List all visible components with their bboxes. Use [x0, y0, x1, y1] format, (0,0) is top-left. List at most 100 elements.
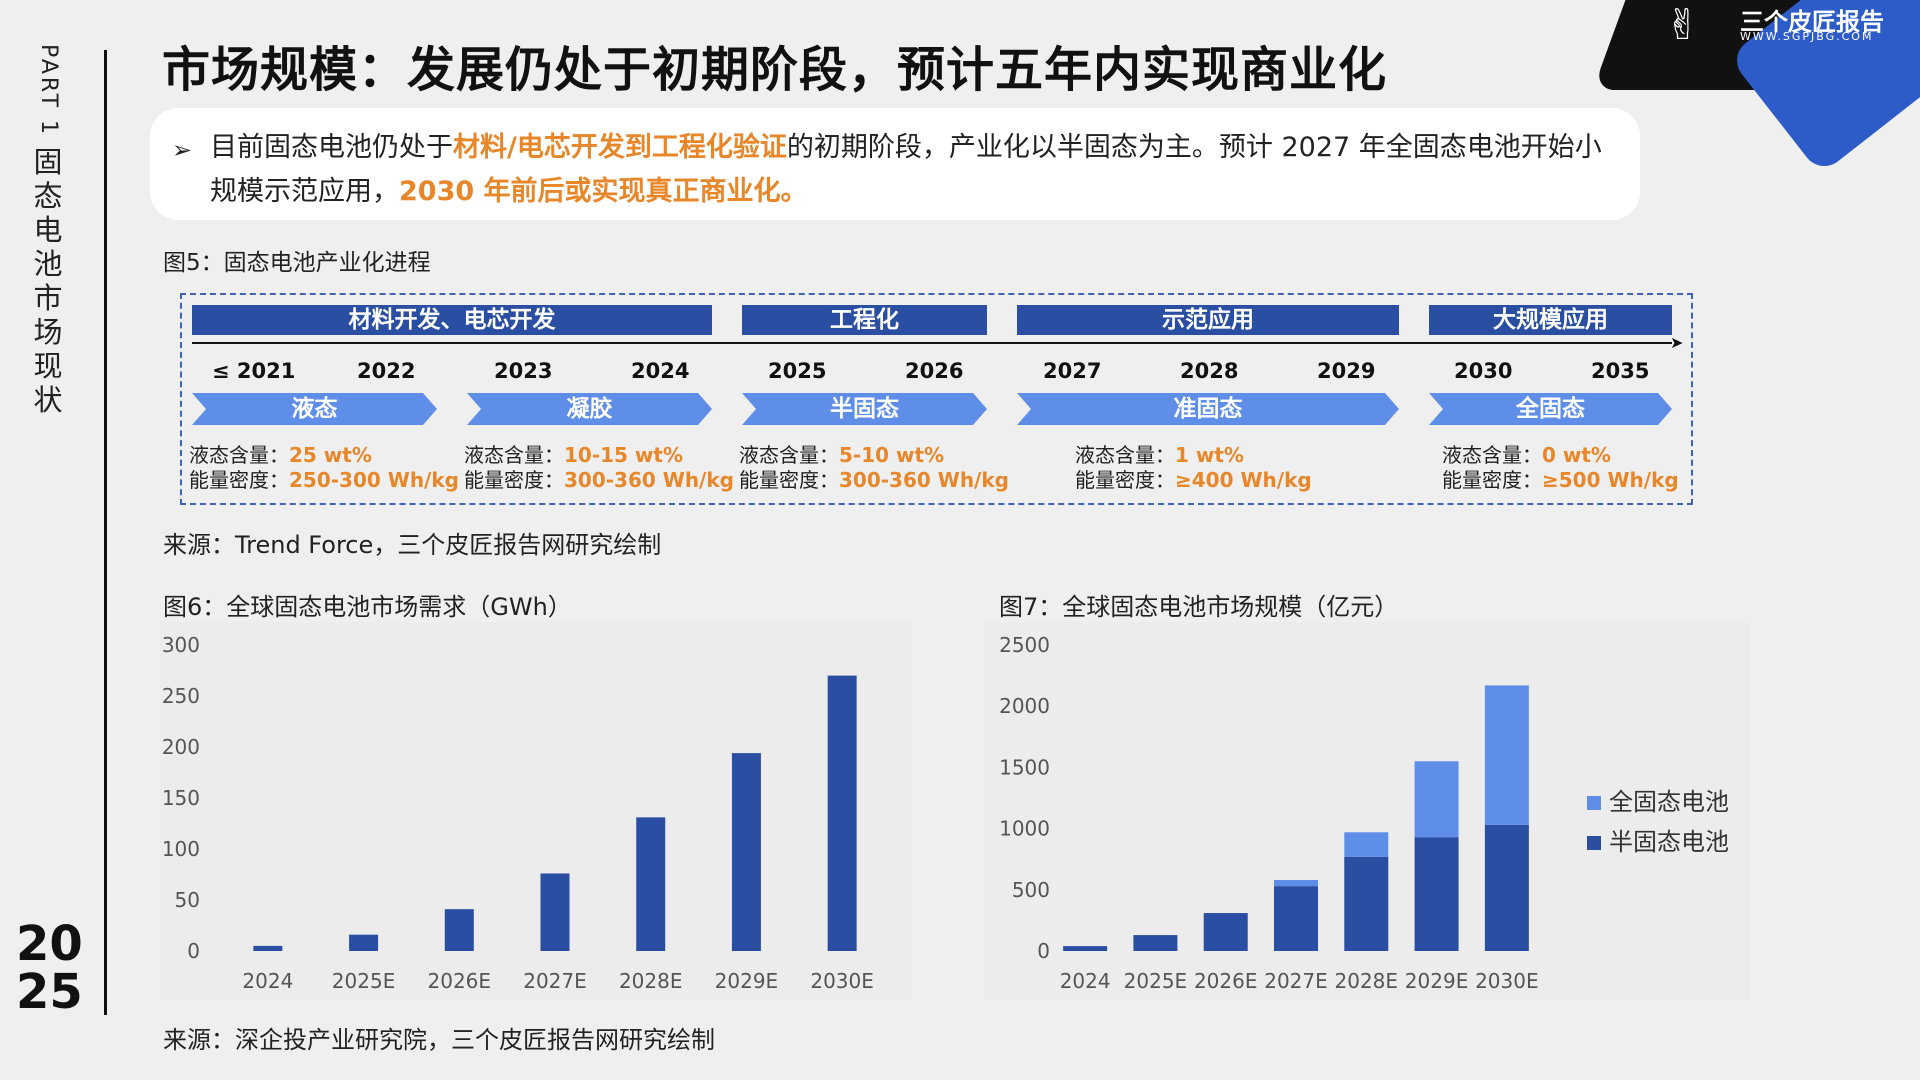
phase-bar: 材料开发、电芯开发 — [192, 305, 712, 335]
year-label: 2028 — [1180, 359, 1239, 383]
spec-label: 液态含量： — [464, 443, 564, 467]
section-char: 市 — [33, 281, 63, 315]
bar-segment — [1133, 935, 1178, 951]
x-tick-label: 2025E — [1124, 969, 1188, 993]
y-tick-label: 200 — [162, 735, 200, 759]
spec-value: 5-10 wt% — [839, 443, 945, 467]
fig7-caption: 图7：全球固态电池市场规模（亿元） — [999, 593, 1399, 621]
spec-block: 液态含量：0 wt% 能量密度：≥500 Wh/kg — [1442, 443, 1679, 493]
x-tick-label: 2025E — [332, 969, 396, 993]
y-tick-label: 300 — [162, 633, 200, 657]
bar-segment — [1414, 761, 1459, 838]
spec-value: 250-300 Wh/kg — [289, 468, 459, 492]
rail-divider — [104, 50, 107, 1015]
legend-label: 半固态电池 — [1609, 828, 1729, 856]
spec-block: 液态含量：25 wt% 能量密度：250-300 Wh/kg — [189, 443, 459, 493]
y-tick-label: 150 — [162, 786, 200, 810]
bar-segment — [1484, 824, 1529, 951]
year-label: 2025 — [768, 359, 827, 383]
state-chevron: 半固态 — [742, 393, 987, 425]
x-tick-label: 2026E — [428, 969, 492, 993]
y-tick-label: 100 — [162, 837, 200, 861]
spec-value: ≥400 Wh/kg — [1175, 468, 1312, 492]
year-top: 20 — [16, 916, 83, 972]
section-char: 池 — [33, 247, 63, 281]
section-title: 固 态 电 池 市 场 现 状 — [30, 145, 66, 417]
state-chevron: 液态 — [192, 393, 437, 425]
spec-label: 液态含量： — [739, 443, 839, 467]
fig6-demand-chart: 0 50 100 150 200 250 300 2024 2025E 2026E 2027E 202… — [162, 633, 874, 993]
year-label: 2022 — [357, 359, 416, 383]
phase-bar: 工程化 — [742, 305, 987, 335]
fig6-source: 来源：深企投产业研究院，三个皮匠报告网研究绘制 — [163, 1026, 715, 1054]
y-tick-label: 1000 — [999, 817, 1050, 841]
fig6-background — [160, 622, 912, 1000]
bar-segment — [1274, 880, 1318, 887]
y-tick-label: 0 — [187, 939, 200, 963]
year-label: 2035 — [1591, 359, 1650, 383]
legend-swatch — [1587, 836, 1601, 850]
spec-value: 300-360 Wh/kg — [839, 468, 1009, 492]
state-chevron: 凝胶 — [467, 393, 712, 425]
y-tick-label: 2500 — [999, 633, 1050, 657]
section-char: 态 — [33, 179, 63, 213]
spec-label: 液态含量： — [1075, 443, 1175, 467]
bar-segment — [1203, 913, 1248, 951]
summary-highlight: 2030 年前后或实现真正商业化。 — [399, 176, 808, 207]
y-tick-label: 50 — [175, 888, 200, 912]
bar — [349, 934, 379, 951]
spec-value: ≥500 Wh/kg — [1542, 468, 1679, 492]
bar — [540, 873, 570, 951]
fig7-market-size-chart: 0 500 1000 1500 2000 2500 2024 2025E 2026E 2027E 2… — [999, 633, 1539, 993]
logo-figure-icon: ✌ — [1665, 0, 1701, 49]
spec-label: 能量密度： — [1442, 468, 1542, 492]
bar — [253, 945, 283, 951]
bar-segment — [1063, 946, 1108, 951]
x-tick-label: 2027E — [523, 969, 587, 993]
legend-label: 全固态电池 — [1609, 788, 1729, 816]
section-char: 状 — [33, 383, 63, 417]
spec-value: 300-360 Wh/kg — [564, 468, 734, 492]
bar — [444, 909, 474, 951]
x-tick-label: 2024 — [242, 969, 293, 993]
x-tick-label: 2026E — [1194, 969, 1258, 993]
spec-value: 10-15 wt% — [564, 443, 684, 467]
year-stack: 20 25 — [16, 920, 83, 1016]
y-tick-label: 2000 — [999, 694, 1050, 718]
fig6-caption: 图6：全球固态电池市场需求（GWh） — [163, 593, 572, 621]
legend-item: 半固态电池 — [1587, 822, 1729, 862]
state-chevron: 全固态 — [1429, 393, 1672, 425]
section-char: 场 — [33, 315, 63, 349]
x-tick-label: 2028E — [1335, 969, 1399, 993]
timeline-axis — [192, 342, 1672, 344]
section-char: 现 — [33, 349, 63, 383]
spec-value: 1 wt% — [1175, 443, 1244, 467]
bar-segment — [1344, 856, 1389, 951]
year-label: 2026 — [905, 359, 964, 383]
year-label: 2024 — [631, 359, 690, 383]
state-chevron: 准固态 — [1017, 393, 1399, 425]
year-label: ≤ 2021 — [212, 359, 296, 383]
x-tick-label: 2024 — [1060, 969, 1111, 993]
industrialization-timeline: 材料开发、电芯开发 工程化 示范应用 大规模应用 ➤ ≤ 2021 2022 2… — [180, 293, 1693, 505]
y-tick-label: 1500 — [999, 755, 1050, 779]
section-char: 固 — [33, 145, 63, 179]
summary-text: 目前固态电池仍处于 — [210, 132, 453, 163]
bar — [731, 753, 761, 951]
timeline-arrow-icon: ➤ — [1670, 333, 1684, 352]
year-label: 2027 — [1043, 359, 1102, 383]
y-tick-label: 250 — [162, 684, 200, 708]
bar — [636, 817, 666, 951]
summary-highlight: 材料/电芯开发到工程化验证 — [453, 132, 787, 163]
x-tick-label: 2028E — [619, 969, 683, 993]
spec-block: 液态含量：10-15 wt% 能量密度：300-360 Wh/kg — [464, 443, 734, 493]
phase-bar: 示范应用 — [1017, 305, 1399, 335]
year-label: 2030 — [1454, 359, 1513, 383]
logo-name: 三个皮匠报告 — [1740, 8, 1884, 36]
spec-block: 液态含量：1 wt% 能量密度：≥400 Wh/kg — [1075, 443, 1312, 493]
fig7-legend: 全固态电池 半固态电池 — [1587, 782, 1729, 862]
x-tick-label: 2030E — [810, 969, 874, 993]
spec-label: 能量密度： — [1075, 468, 1175, 492]
spec-value: 0 wt% — [1542, 443, 1611, 467]
bar-segment — [1484, 685, 1529, 825]
